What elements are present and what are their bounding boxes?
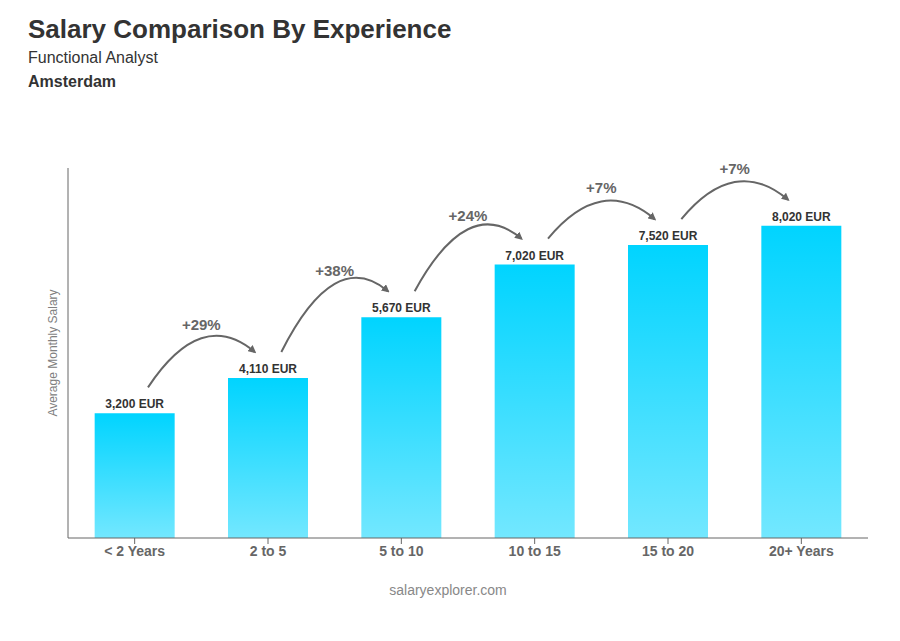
svg-text:5 to 10: 5 to 10	[379, 543, 424, 559]
svg-text:10 to 15: 10 to 15	[509, 543, 561, 559]
svg-text:< 2 Years: < 2 Years	[104, 543, 165, 559]
svg-text:+29%: +29%	[182, 316, 221, 333]
svg-text:+38%: +38%	[315, 262, 354, 279]
html-text:salaryexplorer.com: salaryexplorer.com	[389, 582, 507, 598]
svg-text:2 to 5: 2 to 5	[250, 543, 287, 559]
svg-text:15 to 20: 15 to 20	[642, 543, 694, 559]
svg-text:7,020 EUR: 7,020 EUR	[505, 249, 564, 263]
svg-text:+7%: +7%	[719, 160, 749, 177]
html-text:Salary Comparison By Experienc: Salary Comparison By Experience	[28, 14, 452, 44]
svg-text:7,520 EUR: 7,520 EUR	[639, 229, 698, 243]
svg-text:8,020 EUR: 8,020 EUR	[772, 210, 831, 224]
svg-text:20+ Years: 20+ Years	[769, 543, 834, 559]
svg-text:3,200 EUR: 3,200 EUR	[105, 397, 164, 411]
svg-text:+24%: +24%	[449, 207, 488, 224]
svg-text:Average Monthly Salary: Average Monthly Salary	[46, 289, 60, 416]
svg-text:4,110 EUR: 4,110 EUR	[239, 362, 297, 376]
svg-text:+7%: +7%	[586, 179, 616, 196]
html-text:Amsterdam: Amsterdam	[28, 73, 116, 90]
svg-text:5,670 EUR: 5,670 EUR	[372, 301, 431, 315]
html-text:Functional Analyst: Functional Analyst	[28, 49, 158, 66]
